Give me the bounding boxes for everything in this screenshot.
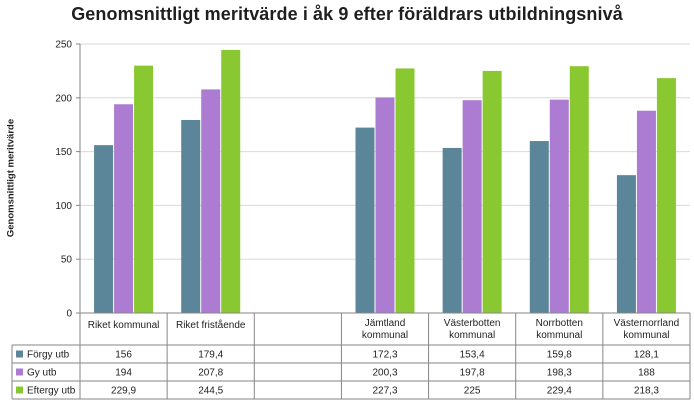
bar	[201, 89, 221, 314]
category-label: Västernorrland	[614, 318, 680, 329]
category-label: kommunal	[623, 330, 669, 341]
data-table-value: 153,4	[460, 350, 485, 361]
category-label: Riket kommunal	[88, 320, 160, 331]
data-table-value: 188	[638, 368, 655, 379]
chart-title: Genomsnittligt meritvärde i åk 9 efter f…	[71, 4, 623, 24]
data-table-value: 227,3	[372, 386, 397, 397]
bar	[375, 97, 395, 313]
category-label: kommunal	[362, 330, 408, 341]
bar	[134, 65, 154, 314]
legend-swatch	[16, 368, 23, 376]
category-label: kommunal	[449, 330, 495, 341]
category-label: Jämtland	[365, 318, 406, 329]
y-tick-label: 0	[66, 309, 72, 320]
data-table-value: 197,8	[460, 368, 485, 379]
bar	[462, 100, 482, 313]
bar	[529, 141, 549, 313]
y-tick-label: 50	[61, 255, 73, 266]
bar	[636, 110, 656, 313]
bar	[355, 127, 375, 314]
legend-swatch	[16, 350, 23, 358]
data-table-value: 179,4	[198, 350, 223, 361]
bar	[442, 147, 462, 313]
category-label: Riket fristående	[176, 319, 246, 331]
bar	[221, 49, 241, 313]
bar	[395, 68, 415, 313]
category-label: Norrbotten	[536, 318, 583, 329]
bar	[656, 78, 676, 314]
data-table-value: 198,3	[547, 368, 572, 379]
bar	[549, 99, 569, 313]
data-table-value: 229,4	[547, 386, 572, 397]
data-table-value: 156	[115, 350, 132, 361]
data-table-value: 172,3	[372, 350, 397, 361]
y-tick-label: 150	[55, 147, 72, 158]
y-tick-label: 250	[55, 40, 72, 51]
bar	[482, 70, 502, 314]
y-tick-label: 200	[55, 93, 72, 104]
data-table-value: 207,8	[198, 368, 223, 379]
category-label: kommunal	[536, 330, 582, 341]
legend-label: Förgy utb	[27, 350, 70, 361]
bar	[616, 175, 636, 313]
data-table-value: 229,9	[111, 386, 136, 397]
bar	[569, 66, 589, 313]
data-table-value: 218,3	[634, 386, 659, 397]
legend-label: Gy utb	[27, 368, 57, 379]
data-table-value: 244,5	[198, 386, 223, 397]
data-table-value: 159,8	[547, 350, 572, 361]
bar	[181, 119, 201, 313]
data-table-value: 225	[464, 386, 481, 397]
data-table-value: 194	[115, 368, 132, 379]
data-table-value: 200,3	[372, 368, 397, 379]
bar	[114, 104, 134, 313]
data-table-value: 128,1	[634, 350, 659, 361]
legend-label: Eftergy utb	[27, 386, 76, 397]
legend-swatch	[16, 386, 23, 394]
bar	[94, 145, 114, 313]
y-tick-label: 100	[55, 201, 72, 212]
category-label: Västerbotten	[444, 318, 501, 329]
